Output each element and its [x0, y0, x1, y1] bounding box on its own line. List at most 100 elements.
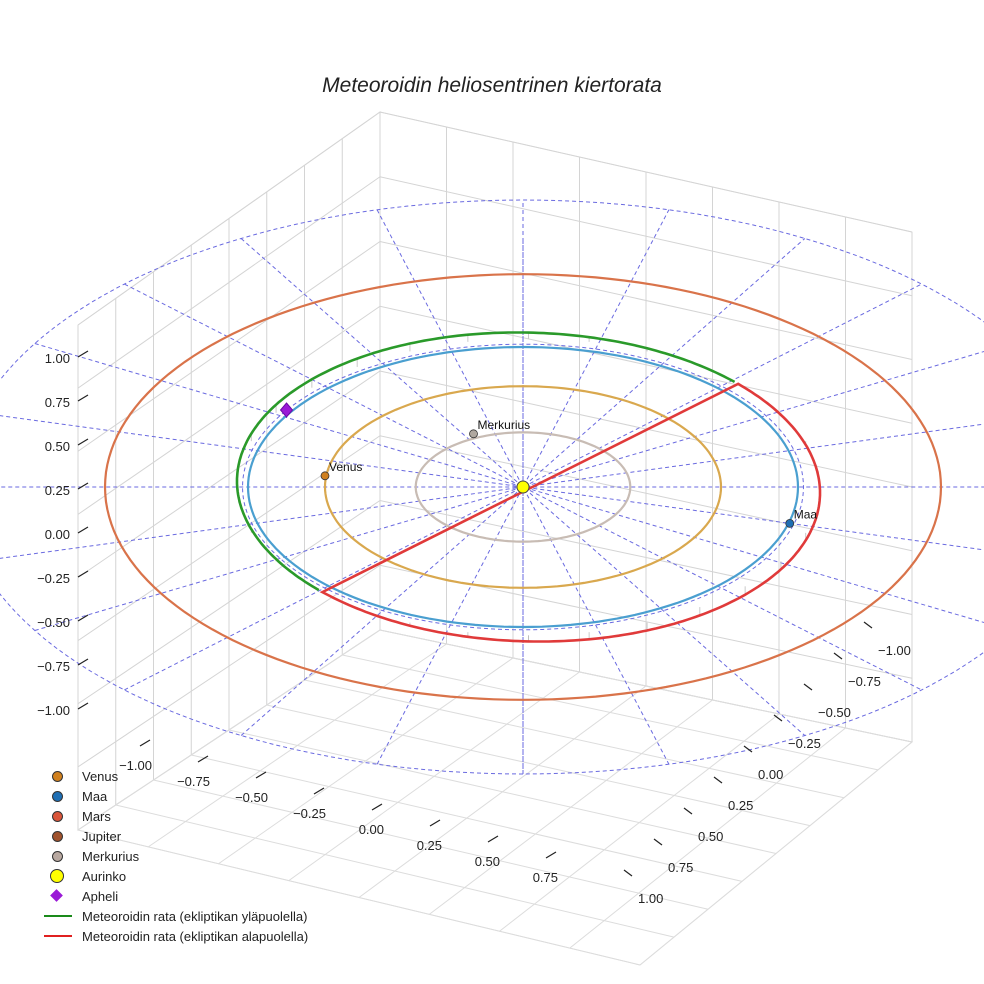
x-tick-label: −0.50 — [235, 790, 268, 805]
legend-label: Mars — [82, 808, 111, 824]
reference-spoke — [124, 283, 922, 691]
legend-label: Apheli — [82, 888, 119, 904]
x-tick-mark — [197, 755, 209, 763]
grid-line — [342, 654, 879, 771]
legend-item: Apheli — [44, 886, 308, 906]
reference-spoke — [240, 238, 806, 736]
planet-venus — [320, 471, 330, 481]
y-tick-label: 0.75 — [668, 860, 693, 875]
legend-symbol — [44, 806, 72, 826]
y-tick-label: 0.25 — [728, 798, 753, 813]
legend-label: Maa — [82, 788, 108, 804]
legend-symbol — [44, 766, 72, 786]
meteoroid-orbit — [235, 331, 822, 643]
aphelion-marker — [279, 402, 294, 418]
z-tick-mark — [77, 394, 89, 402]
z-tick-label: −0.25 — [37, 571, 70, 586]
y-tick-mark — [863, 621, 873, 629]
y-tick-mark — [773, 714, 783, 722]
z-tick-mark — [77, 482, 89, 490]
legend: Venus Maa Mars Jupiter Merkurius Aurinko Aphel… — [44, 766, 308, 946]
legend-label: Meteoroidin rata (ekliptikan yläpuolella… — [82, 908, 308, 924]
z-tick-mark — [77, 658, 89, 666]
y-tick-label: 1.00 — [638, 891, 663, 906]
grid-line — [428, 699, 713, 915]
legend-label: Jupiter — [82, 828, 122, 844]
reference-spoke — [34, 350, 984, 631]
legend-item: Meteoroidin rata (ekliptikan yläpuolella… — [44, 906, 308, 926]
x-tick-mark — [371, 803, 383, 811]
legend-item: Jupiter — [44, 826, 308, 846]
y-tick-mark — [623, 869, 633, 877]
legend-symbol — [44, 846, 72, 866]
z-tick-label: −0.75 — [37, 659, 70, 674]
meteoroid-orbit-below — [319, 382, 822, 643]
legend-label: Aurinko — [82, 868, 127, 884]
y-tick-mark — [653, 838, 663, 846]
z-tick-mark — [77, 570, 89, 578]
z-tick-label: −1.00 — [37, 703, 70, 718]
z-tick-mark — [77, 350, 89, 358]
legend-label: Merkurius — [82, 848, 140, 864]
x-tick-mark — [429, 819, 441, 827]
orbit-merkurius — [414, 431, 632, 543]
orbit-maa — [246, 345, 800, 629]
legend-symbol — [44, 826, 72, 846]
y-tick-mark — [833, 652, 843, 660]
x-tick-mark — [255, 771, 267, 779]
planet-label-venus: Venus — [329, 460, 362, 474]
grid-line — [77, 370, 913, 578]
legend-item: Meteoroidin rata (ekliptikan alapuolella… — [44, 926, 308, 946]
grid-line — [499, 713, 780, 932]
planet-maa — [785, 519, 795, 528]
grid-line — [77, 176, 913, 389]
x-tick-label: −1.00 — [119, 758, 152, 773]
x-tick-label: 0.75 — [533, 870, 558, 885]
planet-label-maa: Maa — [794, 507, 818, 521]
z-tick-mark — [77, 702, 89, 710]
legend-symbol — [44, 926, 72, 946]
y-tick-label: −0.75 — [848, 674, 881, 689]
reference-spoke — [34, 343, 984, 624]
legend-symbol — [44, 786, 72, 806]
reference-spoke — [124, 283, 922, 691]
y-tick-label: 0.50 — [698, 829, 723, 844]
x-tick-mark — [487, 835, 499, 843]
z-tick-label: 0.25 — [45, 483, 70, 498]
bodies: Maa Venus Merkurius — [320, 418, 818, 528]
y-tick-mark — [743, 745, 753, 753]
x-tick-label: 0.50 — [475, 854, 500, 869]
z-tick-label: −0.50 — [37, 615, 70, 630]
planet-orbits — [103, 273, 943, 701]
x-tick-mark — [139, 739, 151, 747]
orbit-mars — [103, 273, 943, 701]
legend-item: Mars — [44, 806, 308, 826]
x-tick-label: −0.75 — [177, 774, 210, 789]
x-tick-label: −0.25 — [293, 806, 326, 821]
grid-line — [77, 240, 913, 452]
grid-line — [77, 435, 913, 642]
legend-item: Maa — [44, 786, 308, 806]
z-tick-mark — [77, 438, 89, 446]
orbit-venus — [323, 385, 723, 589]
reference-spoke — [240, 238, 806, 736]
grid-line — [639, 741, 913, 966]
x-tick-mark — [545, 851, 557, 859]
grid-line — [266, 704, 811, 827]
legend-item: Venus — [44, 766, 308, 786]
grid-line — [379, 629, 913, 743]
legend-item: Merkurius — [44, 846, 308, 866]
legend-symbol — [44, 886, 72, 906]
z-tick-label: 0.00 — [45, 527, 70, 542]
grid-line — [77, 111, 913, 326]
z-tick-mark — [77, 614, 89, 622]
legend-label: Meteoroidin rata (ekliptikan alapuolella… — [82, 928, 309, 944]
grid-line — [358, 685, 647, 898]
grid-line — [77, 564, 913, 768]
planet-merkurius — [469, 429, 478, 439]
z-tick-label: 0.75 — [45, 395, 70, 410]
sun-marker — [516, 480, 530, 494]
y-tick-mark — [713, 776, 723, 784]
grid-line — [304, 679, 845, 799]
